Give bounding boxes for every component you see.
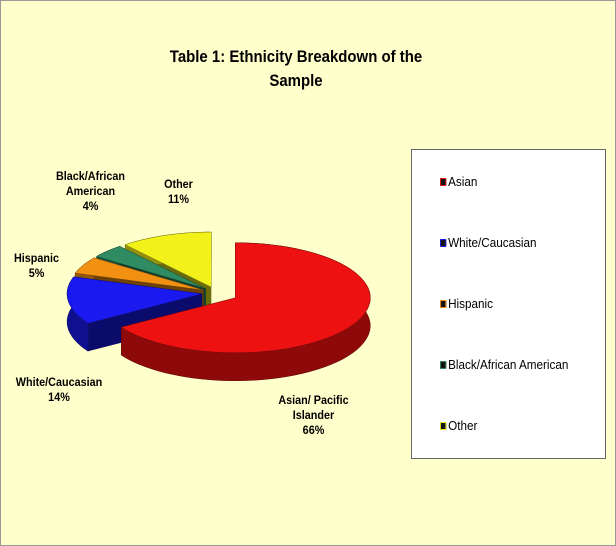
legend-item: Other	[440, 418, 477, 433]
slice-top	[120, 242, 371, 353]
data-label: White/Caucasian 14%	[14, 375, 104, 405]
data-label-name: White/Caucasian	[15, 375, 103, 389]
slice	[66, 276, 203, 352]
data-label: Hispanic 5%	[12, 251, 62, 281]
legend-marker	[440, 360, 447, 369]
legend-label: Hispanic	[448, 296, 493, 311]
slice-top	[96, 246, 206, 289]
data-label-value: 66%	[302, 423, 325, 437]
data-label-value: 14%	[48, 390, 70, 404]
data-label-name: Hispanic	[13, 251, 59, 265]
legend-item: Hispanic	[440, 296, 493, 311]
legend-label: Other	[448, 418, 478, 433]
legend-marker	[440, 238, 447, 247]
slice	[120, 242, 371, 381]
legend-label: White/Caucasian	[448, 235, 537, 250]
data-label: Asian/ Pacific Islander 66%	[271, 393, 357, 438]
legend-item: White/Caucasian	[440, 235, 537, 250]
legend-marker	[440, 177, 447, 186]
slice-top	[66, 276, 203, 324]
legend-label: Black/African American	[448, 357, 569, 372]
data-label-value: 4%	[82, 199, 99, 213]
data-label-name: Other	[164, 177, 193, 191]
chart-title: Table 1: Ethnicity Breakdown of the Samp…	[169, 47, 423, 90]
data-label: Black/African American 4%	[48, 169, 134, 214]
legend-marker	[440, 421, 447, 430]
legend-item: Black/African American	[440, 357, 568, 372]
slice-top	[74, 257, 204, 291]
legend-label: Asian	[448, 174, 478, 189]
legend-marker	[440, 299, 447, 308]
legend: Asian White/Caucasian Hispanic Black/Africa…	[411, 149, 606, 459]
data-label-value: 11%	[167, 192, 190, 206]
data-label-name: Black/African American	[55, 169, 126, 198]
slice-top	[124, 231, 212, 288]
legend-item: Asian	[440, 174, 477, 189]
data-label-value: 5%	[28, 266, 45, 280]
data-label-name: Asian/ Pacific Islander	[278, 393, 349, 422]
data-label: Other 11%	[145, 177, 213, 207]
